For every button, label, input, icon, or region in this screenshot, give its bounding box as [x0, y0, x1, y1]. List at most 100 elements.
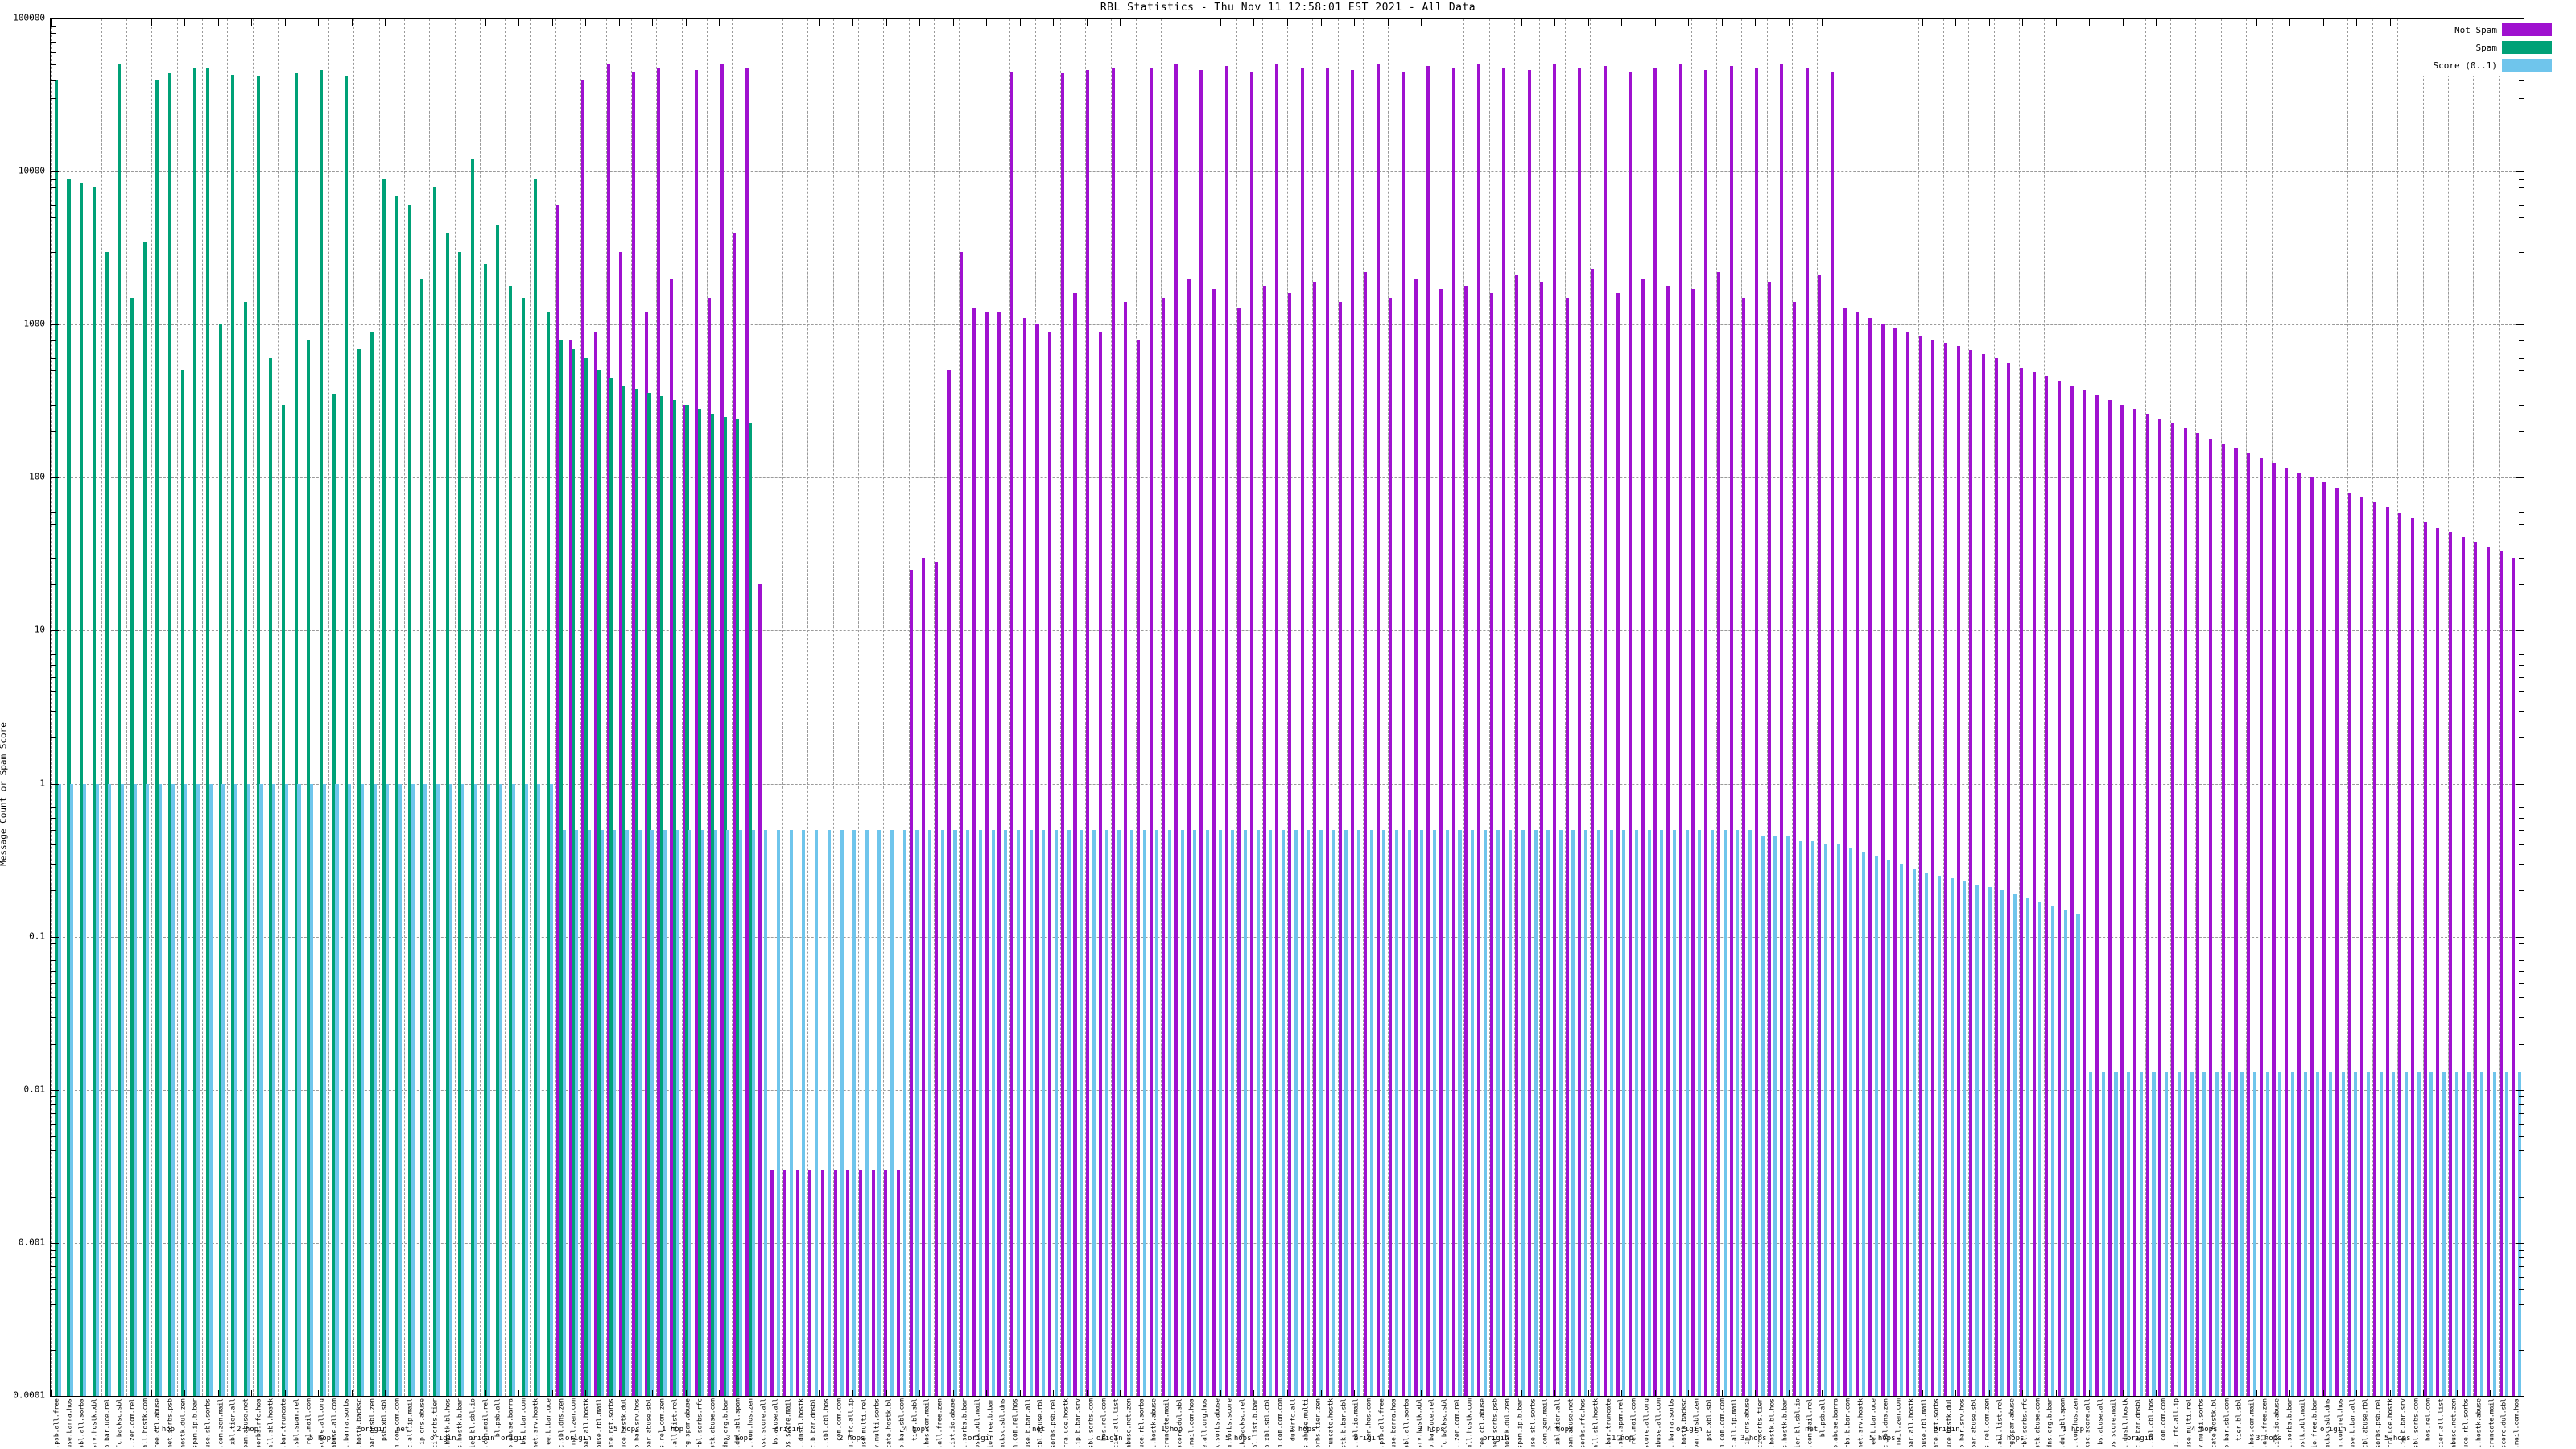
- bar-spam: [382, 178, 386, 1396]
- y-axis-minor-tick: [2519, 584, 2524, 586]
- bar-score: [2379, 1072, 2383, 1396]
- y-axis-minor-tick: [51, 737, 56, 739]
- bar-score: [1117, 829, 1121, 1396]
- bar-score: [1975, 884, 1979, 1396]
- bar-not-spam: [1994, 358, 1998, 1396]
- x-axis-tick-label: dnsbl.barra.sorbs: [1667, 1398, 1675, 1447]
- y-axis-minor-tick: [51, 691, 56, 693]
- x-axis-group-note: 2 hops: [1418, 1426, 1445, 1434]
- bar-not-spam: [1073, 293, 1077, 1396]
- grid-line-vertical: [1085, 19, 1087, 1396]
- bar-score: [1546, 829, 1550, 1396]
- x-axis-tick: [385, 19, 386, 26]
- x-axis-tick: [852, 1390, 854, 1396]
- y-axis-minor-tick: [51, 1017, 56, 1018]
- x-axis-tick-label: spam.ip.b.bar.srv.hos: [1958, 1398, 1966, 1447]
- x-axis-tick-label: com.com.com: [2159, 1398, 2167, 1441]
- y-axis-tick: [2516, 630, 2524, 632]
- grid-line-vertical: [2397, 19, 2399, 1396]
- y-axis-minor-tick: [2519, 1303, 2524, 1305]
- y-axis-tick: [2516, 1396, 2524, 1397]
- x-axis-group-note: 1 hop: [662, 1426, 684, 1434]
- bar-not-spam: [1653, 67, 1657, 1396]
- grid-line-vertical: [2019, 19, 2021, 1396]
- x-axis-tick-label: all.sbl.hostk.abuse: [1150, 1398, 1158, 1447]
- bar-score: [2392, 1072, 2396, 1396]
- x-axis-group-note: 1 hop: [153, 1426, 175, 1434]
- x-axis-tick-label: hos.rel.com.zen: [1983, 1398, 1991, 1447]
- bar-score: [524, 783, 528, 1396]
- bar-score: [2240, 1072, 2244, 1396]
- x-axis-tick-label: dnsbl.barra.sorbs.score.mail: [2109, 1398, 2116, 1447]
- bar-not-spam: [1868, 318, 1872, 1396]
- bar-not-spam: [1918, 335, 1922, 1396]
- bar-score: [2114, 1072, 2118, 1396]
- x-axis-tick: [2322, 19, 2324, 26]
- grid-line-vertical: [934, 19, 935, 1396]
- bar-score: [1622, 829, 1626, 1396]
- x-axis-tick-label: dnsbl.barra.sorbs: [342, 1398, 350, 1447]
- bar-score: [1798, 841, 1802, 1396]
- bar-score: [991, 829, 995, 1396]
- grid-line-vertical: [1817, 19, 1818, 1396]
- bar-not-spam: [2120, 404, 2124, 1396]
- x-axis-tick: [919, 19, 921, 26]
- bar-not-spam: [795, 1170, 799, 1396]
- y-axis-minor-tick: [51, 817, 56, 819]
- x-axis-tick: [1688, 1390, 1690, 1396]
- bar-not-spam: [1111, 67, 1115, 1396]
- x-axis-tick-label: list.io.abuse.barra: [1831, 1398, 1839, 1447]
- bar-score: [2000, 890, 2004, 1396]
- bar-score: [1218, 829, 1222, 1396]
- bar-score: [1634, 829, 1638, 1396]
- bar-score: [297, 783, 301, 1396]
- grid-line-vertical: [2347, 19, 2348, 1396]
- x-axis-tick: [51, 1390, 52, 1396]
- x-axis-tick: [952, 19, 954, 26]
- bar-score: [1534, 829, 1538, 1396]
- bar-score: [1382, 829, 1386, 1396]
- bar-not-spam: [2032, 372, 2036, 1396]
- bar-not-spam: [1212, 289, 1216, 1396]
- x-axis-tick-label: dns.org.b.bar.truncate: [279, 1398, 287, 1447]
- x-axis-tick-label: all.sbl.hostk.abuse.com: [2033, 1398, 2041, 1447]
- y-axis-minor-tick: [51, 943, 56, 945]
- bar-spam: [205, 68, 209, 1396]
- y-axis-minor-tick: [51, 186, 56, 188]
- bar-spam: [458, 251, 462, 1396]
- x-axis-group-note: 5 hops: [2384, 1435, 2411, 1443]
- bar-score: [108, 783, 112, 1396]
- y-axis-tick-label: 0.01: [23, 1084, 46, 1095]
- bar-score: [2442, 1072, 2446, 1396]
- x-axis-tick: [1086, 1390, 1088, 1396]
- x-axis-tick: [251, 1390, 253, 1396]
- x-axis-tick-label: b.bar.abuse.sbl.sorbs: [204, 1398, 212, 1447]
- bar-spam: [509, 285, 513, 1396]
- x-axis-tick: [1721, 19, 1723, 26]
- y-axis-minor-tick: [2519, 557, 2524, 559]
- bar-score: [1180, 829, 1184, 1396]
- bar-score: [2101, 1072, 2105, 1396]
- y-axis-title: Message Count or Spam Score: [0, 722, 9, 866]
- bar-score: [246, 783, 250, 1396]
- bar-not-spam: [2310, 477, 2314, 1396]
- y-axis-minor-tick: [2519, 205, 2524, 207]
- y-axis-minor-tick: [2519, 807, 2524, 808]
- bar-not-spam: [2045, 376, 2049, 1396]
- x-axis-tick-label: hos.rel.com.zen.mail: [1541, 1398, 1549, 1447]
- x-axis-group-note: origin: [968, 1435, 994, 1443]
- x-axis-tick: [184, 19, 186, 26]
- bar-spam: [231, 74, 235, 1396]
- bar-score: [613, 829, 617, 1396]
- bar-not-spam: [985, 312, 989, 1396]
- bar-score: [1558, 829, 1563, 1396]
- x-axis-tick-label: srv.multi.sorbs: [2197, 1398, 2205, 1447]
- x-axis-group-note: origin: [1934, 1426, 1960, 1434]
- x-axis-tick: [2423, 1390, 2425, 1396]
- x-axis-tick-label: xbl.tier.all.list: [2437, 1398, 2445, 1447]
- x-axis-group-note: 3 hops: [1290, 1426, 1316, 1434]
- x-axis-tick-label: free.cbl.abuse.rbl: [1036, 1398, 1044, 1447]
- x-axis-tick-label: barra.uce.hostk.dul.zen: [179, 1398, 187, 1447]
- x-axis-tick-label: com.com.com.com: [1718, 1398, 1726, 1447]
- bar-score: [902, 829, 906, 1396]
